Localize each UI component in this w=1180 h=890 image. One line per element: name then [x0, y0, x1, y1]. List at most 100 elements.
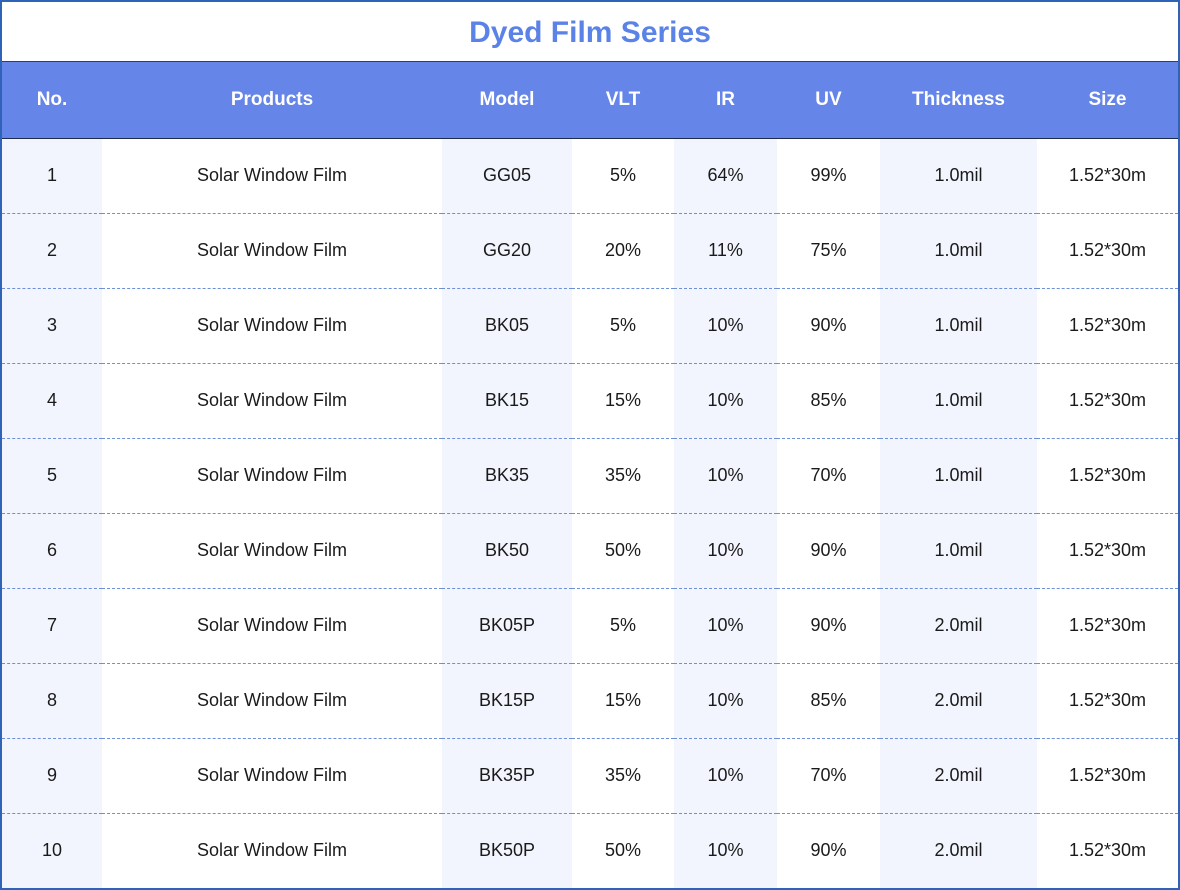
cell-model: GG05 — [442, 138, 572, 214]
cell-ir: 10% — [674, 813, 777, 888]
cell-thickness: 1.0mil — [880, 138, 1037, 214]
cell-uv: 70% — [777, 438, 880, 514]
cell-no: 10 — [2, 813, 102, 888]
cell-no: 5 — [2, 438, 102, 514]
cell-uv: 85% — [777, 363, 880, 439]
cell-vlt: 50% — [604, 840, 642, 861]
cell-no: 7 — [2, 588, 102, 664]
table-row: 8 Solar Window Film BK15P 15% 10% 85% 2.0mil 1.… — [2, 663, 1178, 739]
cell-product: Solar Window Film — [102, 438, 442, 514]
cell-product: Solar Window Film — [196, 840, 348, 861]
cell-vlt: 35% — [572, 438, 674, 514]
table-header-row: No. Products Model VLT IR UV Thickness S… — [2, 62, 1178, 139]
cell-model: BK35 — [442, 438, 572, 514]
cell-ir: 10% — [674, 363, 777, 439]
cell-model: BK05P — [442, 588, 572, 664]
cell-no: 4 — [2, 363, 102, 439]
column-header-thickness: Thickness — [880, 62, 1037, 139]
cell-model: BK50 — [442, 513, 572, 589]
cell-thickness: 1.0mil — [880, 363, 1037, 439]
table-row: 10 Solar Window Film BK50P 50% 10% 90% 2.0mil 1… — [2, 813, 1178, 888]
cell-uv: 99% — [777, 138, 880, 214]
table-row: 6 Solar Window Film BK50 50% 10% 90% 1.0mil 1.5… — [2, 513, 1178, 589]
cell-size: 1.52*30m — [1068, 840, 1147, 861]
cell-product: Solar Window Film — [102, 588, 442, 664]
cell-no: 1 — [2, 138, 102, 214]
column-header-ir: IR — [674, 62, 777, 139]
table-row: 5 Solar Window Film BK35 35% 10% 70% 1.0mil 1.5… — [2, 438, 1178, 514]
cell-vlt: 15% — [572, 363, 674, 439]
column-header-no: No. — [2, 62, 102, 139]
cell-product: Solar Window Film — [102, 288, 442, 364]
cell-ir: 10% — [674, 738, 777, 814]
table-row: 9 Solar Window Film BK35P 35% 10% 70% 2.0mil 1.… — [2, 738, 1178, 814]
table-body: 1 Solar Window Film GG05 5% 64% 99% 1.0mil 1.52… — [2, 138, 1178, 888]
cell-thickness: 1.0mil — [880, 438, 1037, 514]
cell-size: 1.52*30m — [1037, 213, 1178, 289]
cell-thickness: 2.0mil — [880, 588, 1037, 664]
cell-product: Solar Window Film — [102, 363, 442, 439]
column-header-model: Model — [442, 62, 572, 139]
cell-model: BK35P — [442, 738, 572, 814]
cell-size: 1.52*30m — [1037, 438, 1178, 514]
cell-vlt: 50% — [572, 513, 674, 589]
cell-vlt: 35% — [572, 738, 674, 814]
cell-size: 1.52*30m — [1037, 513, 1178, 589]
table-row: 2 Solar Window Film GG20 20% 11% 75% 1.0mil 1.5… — [2, 213, 1178, 289]
cell-ir: 10% — [674, 588, 777, 664]
cell-model: BK15 — [442, 363, 572, 439]
cell-thickness: 2.0mil — [880, 738, 1037, 814]
table-row: 7 Solar Window Film BK05P 5% 10% 90% 2.0mil 1.5… — [2, 588, 1178, 664]
cell-vlt: 5% — [572, 138, 674, 214]
cell-product: Solar Window Film — [102, 663, 442, 739]
cell-thickness: 2.0mil — [880, 663, 1037, 739]
column-header-vlt: VLT — [572, 62, 674, 139]
table-row: 3 Solar Window Film BK05 5% 10% 90% 1.0mil 1.52… — [2, 288, 1178, 364]
column-header-uv: UV — [777, 62, 880, 139]
cell-uv: 75% — [777, 213, 880, 289]
cell-thickness: 1.0mil — [880, 513, 1037, 589]
cell-vlt: 15% — [572, 663, 674, 739]
page-title: Dyed Film Series — [2, 2, 1178, 62]
column-header-size: Size — [1037, 62, 1178, 139]
cell-no: 2 — [2, 213, 102, 289]
cell-ir: 11% — [674, 213, 777, 289]
cell-uv: 70% — [777, 738, 880, 814]
cell-product: Solar Window Film — [102, 138, 442, 214]
cell-thickness: 1.0mil — [880, 213, 1037, 289]
cell-vlt: 20% — [572, 213, 674, 289]
cell-product: Solar Window Film — [102, 213, 442, 289]
cell-model: BK05 — [442, 288, 572, 364]
cell-ir: 10% — [674, 513, 777, 589]
cell-ir: 64% — [674, 138, 777, 214]
cell-ir: 10% — [674, 438, 777, 514]
cell-model: BK50P — [442, 813, 572, 888]
cell-vlt: 5% — [572, 288, 674, 364]
cell-thickness: 2.0mil — [880, 813, 1037, 888]
cell-model: BK15P — [442, 663, 572, 739]
cell-size: 1.52*30m — [1037, 363, 1178, 439]
cell-thickness: 1.0mil — [880, 288, 1037, 364]
cell-product: Solar Window Film — [102, 738, 442, 814]
cell-model: GG20 — [442, 213, 572, 289]
cell-size: 1.52*30m — [1037, 663, 1178, 739]
cell-uv: 90% — [777, 288, 880, 364]
cell-ir: 10% — [674, 663, 777, 739]
cell-size: 1.52*30m — [1037, 138, 1178, 214]
cell-no: 9 — [2, 738, 102, 814]
cell-product: Solar Window Film — [102, 513, 442, 589]
cell-ir: 10% — [674, 288, 777, 364]
cell-uv: 90% — [810, 840, 847, 861]
table-row: 4 Solar Window Film BK15 15% 10% 85% 1.0mil 1.5… — [2, 363, 1178, 439]
cell-no: 8 — [2, 663, 102, 739]
cell-no: 6 — [2, 513, 102, 589]
cell-uv: 90% — [777, 513, 880, 589]
cell-uv: 90% — [777, 588, 880, 664]
cell-uv: 85% — [777, 663, 880, 739]
cell-size: 1.52*30m — [1037, 588, 1178, 664]
product-table: No. Products Model VLT IR UV Thickness S… — [2, 62, 1178, 888]
cell-size: 1.52*30m — [1037, 738, 1178, 814]
column-header-products: Products — [102, 62, 442, 139]
cell-no: 3 — [2, 288, 102, 364]
